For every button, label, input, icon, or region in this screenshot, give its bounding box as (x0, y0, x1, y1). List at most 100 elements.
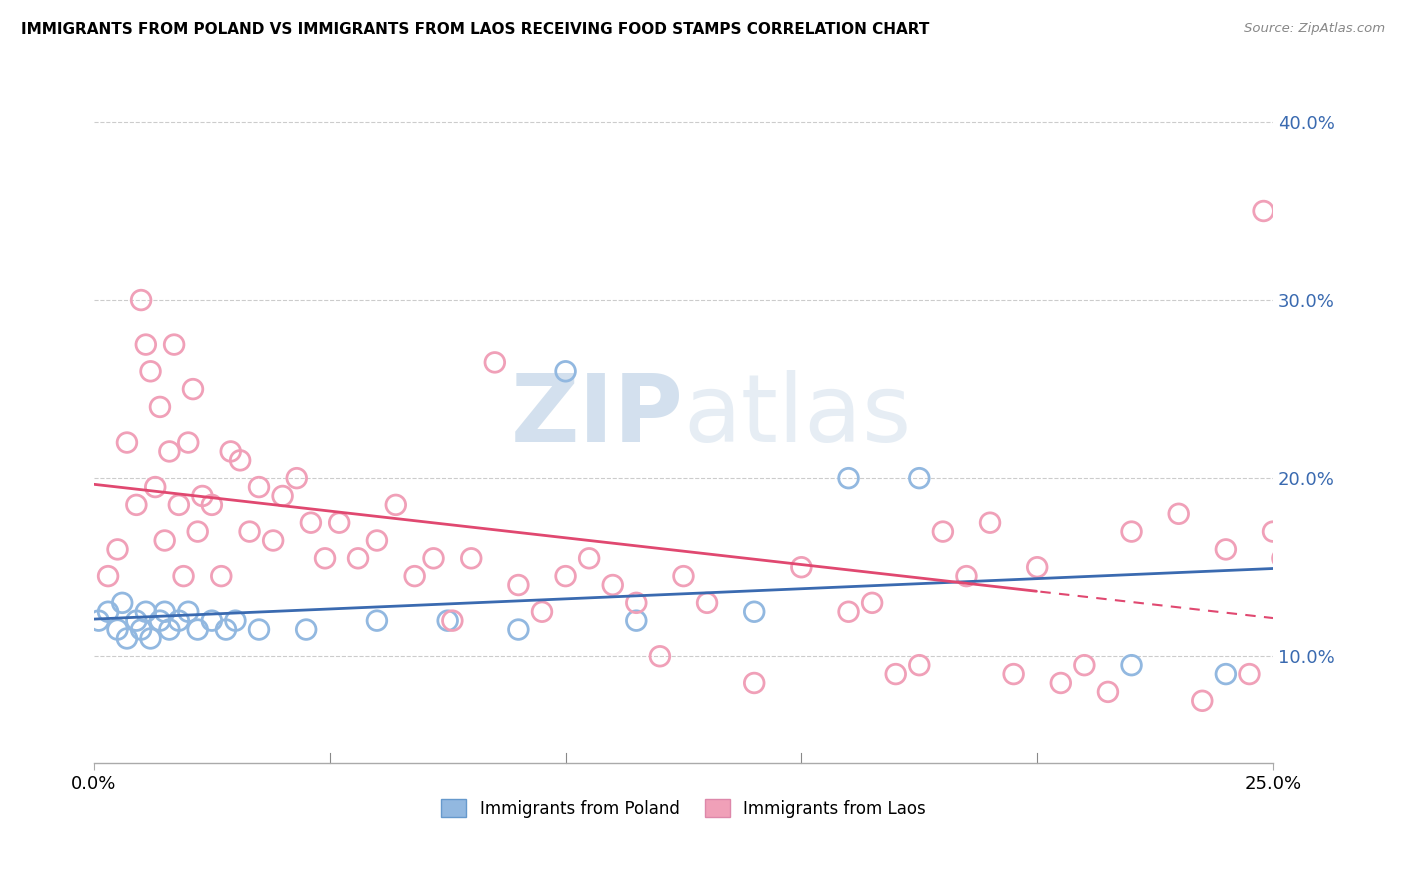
Point (626, 614, 648, 628)
Text: Source: ZipAtlas.com: Source: ZipAtlas.com (1244, 22, 1385, 36)
Point (404, 569, 426, 583)
Point (201, 614, 224, 628)
Point (111, 596, 134, 610)
Point (1026, 560, 1049, 574)
Point (135, 605, 157, 619)
Point (285, 471, 308, 485)
Point (1121, 524, 1143, 539)
Text: ZIP: ZIP (510, 370, 683, 462)
Point (908, 471, 931, 485)
Point (838, 605, 860, 619)
Point (97, 569, 120, 583)
Text: atlas: atlas (683, 370, 911, 462)
Point (578, 551, 600, 566)
Point (271, 489, 294, 503)
Point (299, 516, 322, 530)
Point (1002, 667, 1025, 681)
Point (209, 569, 232, 583)
Point (1253, 204, 1275, 219)
Point (143, 480, 166, 494)
Point (107, 542, 129, 557)
Point (295, 623, 318, 637)
Point (1215, 667, 1237, 681)
Point (328, 516, 350, 530)
Point (187, 524, 209, 539)
Point (177, 435, 200, 450)
Point (153, 533, 176, 548)
Point (648, 649, 671, 664)
Point (908, 658, 931, 673)
Point (955, 569, 977, 583)
Point (1191, 694, 1213, 708)
Point (530, 605, 553, 619)
Point (1271, 551, 1294, 566)
Point (107, 623, 129, 637)
Point (1121, 658, 1143, 673)
Legend: Immigrants from Poland, Immigrants from Laos: Immigrants from Poland, Immigrants from … (434, 793, 932, 824)
Point (115, 632, 138, 646)
Point (422, 551, 444, 566)
Point (1049, 676, 1071, 690)
Text: IMMIGRANTS FROM POLAND VS IMMIGRANTS FROM LAOS RECEIVING FOOD STAMPS CORRELATION: IMMIGRANTS FROM POLAND VS IMMIGRANTS FRO… (21, 22, 929, 37)
Point (366, 614, 388, 628)
Point (460, 551, 482, 566)
Point (129, 293, 152, 307)
Point (672, 569, 695, 583)
Point (157, 444, 180, 458)
Point (838, 471, 860, 485)
Point (508, 623, 530, 637)
Point (167, 614, 190, 628)
Point (149, 614, 172, 628)
Point (1097, 685, 1119, 699)
Point (129, 623, 152, 637)
Point (247, 480, 270, 494)
Point (1239, 667, 1261, 681)
Point (384, 498, 406, 512)
Point (167, 498, 190, 512)
Point (87, 614, 110, 628)
Point (157, 623, 180, 637)
Point (262, 533, 284, 548)
Point (484, 355, 506, 369)
Point (436, 614, 458, 628)
Point (149, 400, 172, 414)
Point (173, 569, 195, 583)
Point (187, 623, 209, 637)
Point (191, 489, 214, 503)
Point (1215, 542, 1237, 557)
Point (135, 337, 157, 351)
Point (139, 364, 162, 378)
Point (97, 605, 120, 619)
Point (347, 551, 370, 566)
Point (239, 524, 262, 539)
Point (626, 596, 648, 610)
Point (163, 337, 186, 351)
Point (153, 605, 176, 619)
Point (1073, 658, 1095, 673)
Point (201, 498, 224, 512)
Point (441, 614, 464, 628)
Point (790, 560, 813, 574)
Point (554, 364, 576, 378)
Point (219, 444, 242, 458)
Point (224, 614, 246, 628)
Point (742, 676, 765, 690)
Point (177, 605, 200, 619)
Point (115, 435, 138, 450)
Point (1261, 524, 1284, 539)
Point (139, 632, 162, 646)
Point (884, 667, 907, 681)
Point (508, 578, 530, 592)
Point (125, 498, 148, 512)
Point (314, 551, 336, 566)
Point (979, 516, 1001, 530)
Point (229, 453, 252, 467)
Point (602, 578, 624, 592)
Point (1167, 507, 1189, 521)
Point (932, 524, 955, 539)
Point (366, 533, 388, 548)
Point (215, 623, 238, 637)
Point (181, 382, 204, 396)
Point (696, 596, 718, 610)
Point (860, 596, 883, 610)
